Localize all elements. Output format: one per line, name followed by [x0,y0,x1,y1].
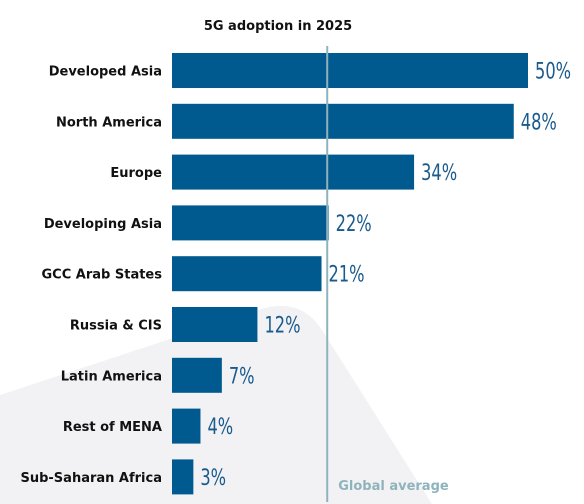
value-label-russia-cis: 12% [264,312,300,338]
value-label-gcc-arab-states: 21% [329,261,365,287]
chart-title: 5G adoption in 2025 [204,19,352,34]
value-label-developed-asia: 50% [535,58,571,84]
value-label-rest-of-mena: 4% [207,413,233,439]
category-label-latin-america: Latin America [61,369,162,384]
value-label-europe: 34% [421,159,457,185]
bar-russia-cis [172,307,258,342]
category-label-gcc-arab-states: GCC Arab States [42,268,163,283]
category-label-russia-cis: Russia & CIS [70,319,162,334]
category-label-rest-of-mena: Rest of MENA [63,420,162,435]
category-label-north-america: North America [56,115,162,130]
bar-sub-saharan-africa [172,459,194,495]
bars-group: Developed Asia 50% North America 48% Europe 3… [20,53,571,495]
bar-gcc-arab-states [172,256,322,292]
value-label-sub-saharan-africa: 3% [200,464,226,490]
category-label-developed-asia: Developed Asia [49,65,162,80]
bar-europe [172,154,415,190]
category-label-sub-saharan-africa: Sub-Saharan Africa [20,471,162,486]
global-average-label: Global average [338,479,449,494]
value-label-developing-asia: 22% [336,210,372,236]
bar-latin-america [172,357,222,393]
value-label-latin-america: 7% [229,363,255,389]
value-label-north-america: 48% [521,109,557,135]
bar-north-america [172,103,514,139]
bar-rest-of-mena [172,408,201,444]
category-label-europe: Europe [110,166,162,181]
bar-developed-asia [172,53,528,88]
category-label-developing-asia: Developing Asia [44,217,162,232]
bar-developing-asia [172,205,329,241]
